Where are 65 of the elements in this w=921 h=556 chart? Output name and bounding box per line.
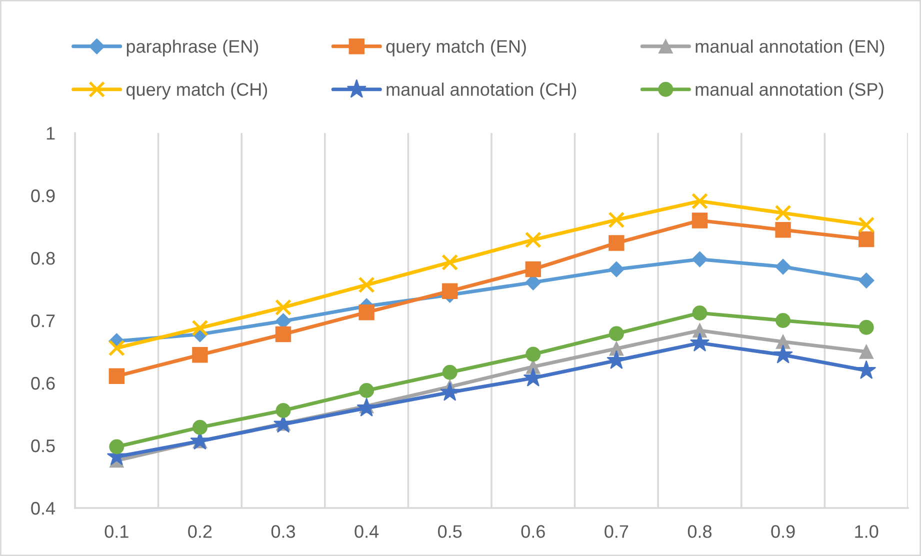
x-tick-label: 0.8 — [688, 525, 712, 538]
x-tick-label: 0.1 — [104, 525, 128, 538]
x-tick-label: 0.5 — [438, 525, 462, 538]
legend-label: paraphrase (EN) — [126, 40, 258, 56]
point — [692, 306, 708, 320]
point — [525, 261, 541, 278]
point — [442, 254, 458, 271]
legend-label: manual annotation (CH) — [386, 82, 576, 100]
y-tick-label: 0.7 — [31, 314, 55, 328]
point — [523, 368, 543, 386]
y-tick-label: 0.8 — [31, 252, 55, 265]
point — [608, 326, 624, 342]
point — [192, 347, 208, 363]
point — [358, 276, 375, 294]
point — [442, 364, 458, 380]
point — [692, 251, 708, 268]
x-tick-label: 0.3 — [271, 525, 296, 538]
point — [858, 320, 874, 335]
x-tick-label: 0.2 — [188, 525, 212, 538]
point — [440, 382, 460, 401]
x-tick-label: 0.7 — [604, 525, 628, 538]
point — [776, 313, 791, 328]
point — [275, 326, 292, 342]
point — [192, 320, 208, 336]
point — [274, 299, 292, 316]
point — [608, 235, 624, 251]
x-tick-label: 1.0 — [855, 525, 878, 538]
point — [692, 212, 708, 228]
point — [691, 192, 708, 210]
point — [276, 403, 291, 418]
point — [526, 346, 541, 362]
legend-label: query match (CH) — [126, 82, 268, 100]
x-tick-label: 0.6 — [521, 525, 545, 538]
point — [858, 231, 874, 248]
y-tick-label: 0.9 — [31, 189, 55, 202]
point — [358, 304, 374, 320]
point — [109, 439, 124, 454]
point — [192, 420, 208, 435]
point — [108, 340, 125, 356]
point — [774, 204, 792, 222]
y-tick-label: 0.6 — [31, 376, 55, 390]
point — [775, 258, 791, 275]
x-tick-label: 0.9 — [771, 525, 795, 538]
point — [356, 398, 376, 416]
point — [776, 334, 790, 349]
y-tick-label: 1 — [46, 127, 55, 140]
point — [773, 344, 793, 364]
point — [858, 216, 875, 234]
y-tick-label: 0.4 — [31, 502, 56, 515]
point — [359, 383, 374, 398]
y-tick-label: 0.5 — [31, 439, 55, 452]
legend-label: manual annotation (SP) — [696, 82, 884, 100]
legend-label: query match (EN) — [386, 40, 526, 56]
point — [775, 222, 791, 238]
point — [690, 332, 710, 352]
point — [859, 344, 874, 359]
point — [524, 232, 542, 248]
point — [442, 283, 458, 299]
point — [608, 261, 624, 278]
point — [608, 212, 625, 228]
legend-label: manual annotation (EN) — [696, 40, 884, 56]
x-tick-label: 0.4 — [354, 525, 379, 538]
point — [856, 360, 876, 379]
point — [858, 272, 874, 288]
point — [108, 368, 124, 384]
